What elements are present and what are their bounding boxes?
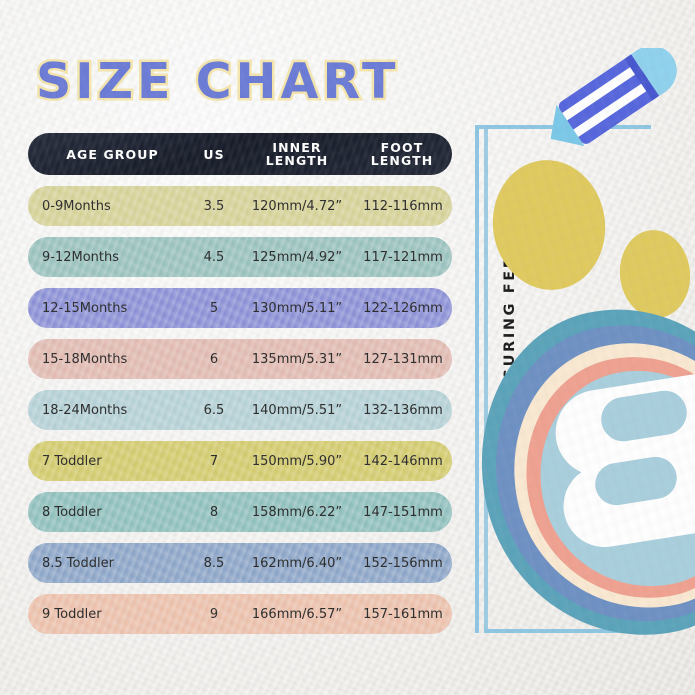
column-header-foot-length: FOOT LENGTH bbox=[370, 140, 434, 168]
page-title: SIZE CHART bbox=[34, 51, 436, 114]
table-row[interactable]: 9-12Months 4.5 125mm/4.92” 117-121mm bbox=[28, 237, 452, 277]
cell-foot-length: 147-151mm bbox=[363, 504, 443, 520]
bracket-line-vertical-inner bbox=[484, 129, 488, 629]
foot-outline-rings bbox=[451, 281, 695, 665]
cell-inner-length: 120mm/4.72” bbox=[251, 198, 343, 214]
cell-foot-length: 112-116mm bbox=[363, 198, 443, 214]
table-body: 0-9Months 3.5 120mm/4.72” 112-116mm 9-12Mont… bbox=[28, 186, 452, 634]
column-header-inner-length: INNER LENGTH bbox=[265, 140, 329, 168]
bracket-line-vertical-outer bbox=[475, 125, 479, 633]
column-header-us: US bbox=[203, 146, 225, 162]
table-row[interactable]: 0-9Months 3.5 120mm/4.72” 112-116mm bbox=[28, 186, 452, 226]
cell-age-group: 15-18Months bbox=[42, 351, 128, 367]
measuring-feet-illustration: MEASURING FEET bbox=[451, 40, 695, 665]
cell-us-size: 7 bbox=[209, 453, 219, 469]
cell-foot-length: 157-161mm bbox=[363, 606, 443, 622]
cell-inner-length: 125mm/4.92” bbox=[251, 249, 343, 265]
table-row[interactable]: 12-15Months 5 130mm/5.11” 122-126mm bbox=[28, 288, 452, 328]
cell-inner-length: 166mm/6.57” bbox=[251, 606, 343, 622]
pencil-icon bbox=[550, 48, 677, 147]
column-header-age-group: AGE GROUP bbox=[66, 146, 159, 162]
cell-inner-length: 158mm/6.22” bbox=[251, 504, 343, 520]
cell-us-size: 9 bbox=[209, 606, 219, 622]
table-header-row: AGE GROUP US INNER LENGTH FOOT LENGTH bbox=[28, 133, 452, 175]
cell-inner-length: 140mm/5.51” bbox=[251, 402, 343, 418]
table-row[interactable]: 7 Toddler 7 150mm/5.90” 142-146mm bbox=[28, 441, 452, 481]
cell-us-size: 3.5 bbox=[203, 198, 225, 214]
cell-age-group: 9 Toddler bbox=[42, 606, 102, 622]
cell-us-size: 8 bbox=[209, 504, 219, 520]
cell-foot-length: 152-156mm bbox=[363, 555, 443, 571]
cell-age-group: 12-15Months bbox=[42, 300, 128, 316]
table-row[interactable]: 8.5 Toddler 8.5 162mm/6.40” 152-156mm bbox=[28, 543, 452, 583]
table-row[interactable]: 8 Toddler 8 158mm/6.22” 147-151mm bbox=[28, 492, 452, 532]
size-table: AGE GROUP US INNER LENGTH FOOT LENGTH 0-9M… bbox=[28, 133, 452, 634]
cell-us-size: 4.5 bbox=[203, 249, 225, 265]
bracket-line-bottom bbox=[484, 629, 652, 633]
cell-inner-length: 162mm/6.40” bbox=[251, 555, 343, 571]
cell-age-group: 9-12Months bbox=[42, 249, 120, 265]
table-row[interactable]: 15-18Months 6 135mm/5.31” 127-131mm bbox=[28, 339, 452, 379]
table-row[interactable]: 9 Toddler 9 166mm/6.57” 157-161mm bbox=[28, 594, 452, 634]
cell-inner-length: 135mm/5.31” bbox=[251, 351, 343, 367]
cell-inner-length: 150mm/5.90” bbox=[251, 453, 343, 469]
page-title-text: SIZE CHART bbox=[34, 51, 400, 113]
cell-us-size: 6.5 bbox=[203, 402, 225, 418]
cell-foot-length: 122-126mm bbox=[363, 300, 443, 316]
cell-age-group: 7 Toddler bbox=[42, 453, 102, 469]
cell-age-group: 8.5 Toddler bbox=[42, 555, 114, 571]
cell-age-group: 18-24Months bbox=[42, 402, 128, 418]
table-row[interactable]: 18-24Months 6.5 140mm/5.51” 132-136mm bbox=[28, 390, 452, 430]
cell-inner-length: 130mm/5.11” bbox=[251, 300, 343, 316]
cell-foot-length: 117-121mm bbox=[363, 249, 443, 265]
cell-us-size: 5 bbox=[209, 300, 219, 316]
cell-us-size: 8.5 bbox=[203, 555, 225, 571]
cell-age-group: 8 Toddler bbox=[42, 504, 102, 520]
cell-foot-length: 127-131mm bbox=[363, 351, 443, 367]
cell-age-group: 0-9Months bbox=[42, 198, 111, 214]
cell-foot-length: 132-136mm bbox=[363, 402, 443, 418]
cell-us-size: 6 bbox=[209, 351, 219, 367]
cell-foot-length: 142-146mm bbox=[363, 453, 443, 469]
